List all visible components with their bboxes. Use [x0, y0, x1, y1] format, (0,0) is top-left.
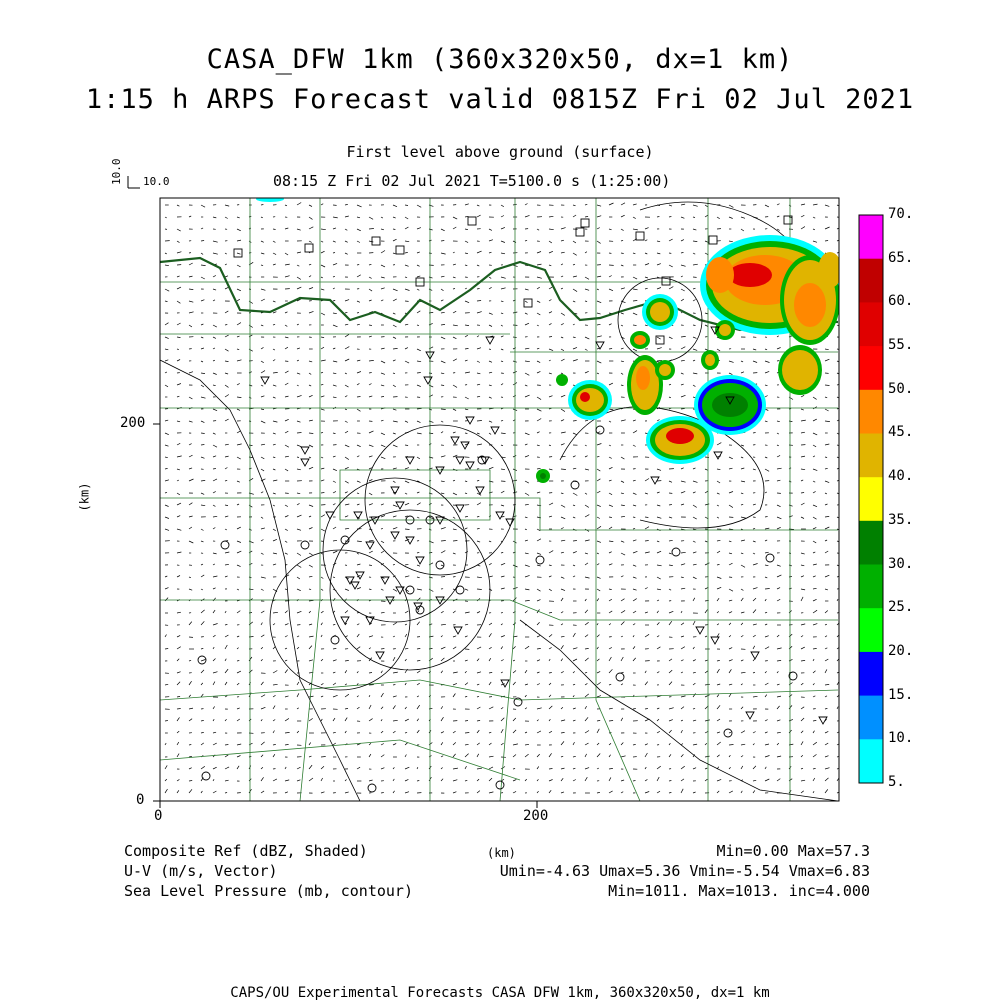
colorbar-swatch	[859, 390, 883, 434]
colorbar-swatch	[859, 434, 883, 478]
colorbar-swatch	[859, 696, 883, 740]
ref-vector-label-v: 10.0	[110, 159, 123, 186]
x-tick-0: 0	[154, 808, 162, 824]
colorbar-level-label: 25.	[888, 599, 913, 615]
legend-shaded-name: Composite Ref (dBZ, Shaded)	[124, 842, 368, 860]
colorbar-swatch	[859, 215, 883, 259]
colorbar-level-label: 45.	[888, 424, 913, 440]
legend-contour-name: Sea Level Pressure (mb, contour)	[124, 882, 413, 900]
colorbar-level-label: 10.	[888, 730, 913, 746]
colorbar-level-label: 5.	[888, 774, 905, 790]
x-axis-label: (km)	[487, 846, 516, 860]
colorbar-swatch	[859, 477, 883, 521]
axis-ticks	[153, 424, 537, 808]
legend-shaded-stats: Min=0.00 Max=57.3	[716, 842, 870, 860]
colorbar-swatch	[859, 346, 883, 390]
reflectivity-shading	[256, 196, 842, 483]
colorbar-swatch	[859, 652, 883, 696]
colorbar-level-label: 50.	[888, 381, 913, 397]
colorbar-level-label: 30.	[888, 556, 913, 572]
colorbar-swatch	[859, 739, 883, 783]
y-axis-label: (km)	[77, 483, 91, 512]
colorbar-level-label: 70.	[888, 206, 913, 222]
colorbar-swatch	[859, 302, 883, 346]
ref-vector-label-h: 10.0	[143, 175, 170, 188]
x-tick-200: 200	[523, 808, 548, 824]
colorbar	[859, 215, 883, 784]
y-tick-0: 0	[136, 792, 144, 808]
legend-vector-stats: Umin=-4.63 Umax=5.36 Vmin=-5.54 Vmax=6.8…	[500, 862, 870, 880]
colorbar-level-label: 60.	[888, 293, 913, 309]
footer-credit: CAPS/OU Experimental Forecasts CASA DFW …	[0, 985, 1000, 1001]
colorbar-swatch	[859, 565, 883, 609]
reference-vector	[128, 176, 140, 188]
colorbar-level-label: 55.	[888, 337, 913, 353]
colorbar-level-label: 35.	[888, 512, 913, 528]
legend-contour-stats: Min=1011. Max=1013. inc=4.000	[608, 882, 870, 900]
colorbar-swatch	[859, 521, 883, 565]
y-tick-200: 200	[120, 415, 145, 431]
colorbar-level-label: 40.	[888, 468, 913, 484]
colorbar-level-label: 20.	[888, 643, 913, 659]
colorbar-level-label: 65.	[888, 250, 913, 266]
legend-vector-name: U-V (m/s, Vector)	[124, 862, 278, 880]
colorbar-swatch	[859, 259, 883, 303]
colorbar-swatch	[859, 608, 883, 652]
colorbar-level-label: 15.	[888, 687, 913, 703]
